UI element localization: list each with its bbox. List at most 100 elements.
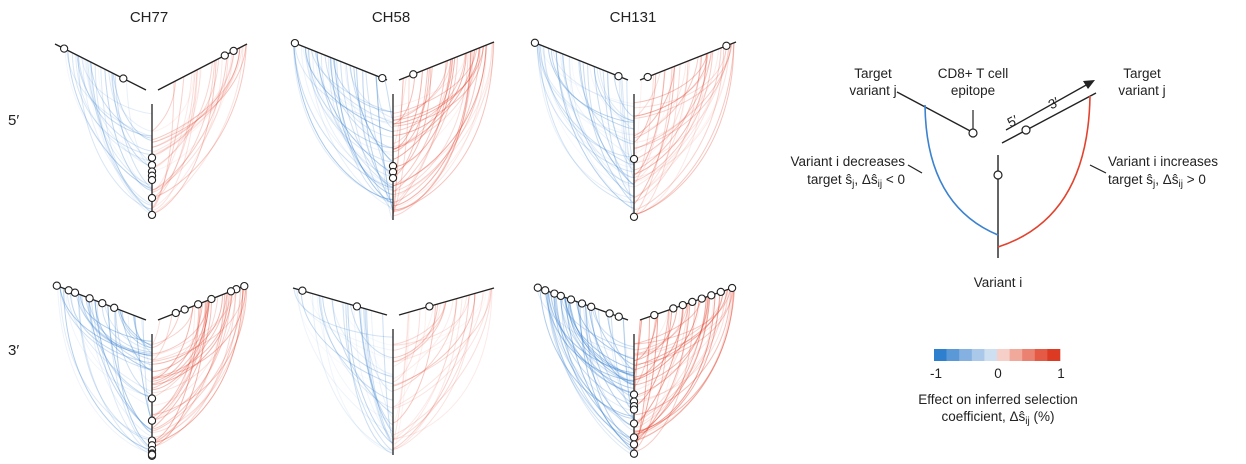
negative-effect-arc bbox=[312, 50, 394, 189]
panel-ch58-5prime bbox=[290, 38, 495, 220]
variant-node bbox=[556, 291, 565, 301]
variant-node bbox=[171, 308, 180, 318]
colorbar-swatch bbox=[997, 349, 1010, 361]
negative-effect-arc bbox=[336, 59, 394, 203]
negative-effect-arc bbox=[296, 289, 394, 434]
positive-effect-arc bbox=[151, 69, 198, 211]
negative-effect-arc bbox=[593, 66, 635, 121]
negative-effect-arc bbox=[330, 298, 394, 375]
negative-effect-arc bbox=[97, 65, 153, 164]
positive-effect-arc bbox=[151, 293, 226, 444]
positive-effect-arc bbox=[151, 56, 223, 209]
variant-node bbox=[669, 304, 678, 313]
positive-effect-arc bbox=[633, 55, 702, 202]
negative-effect-arc bbox=[88, 298, 153, 430]
negative-effect-arc bbox=[375, 75, 394, 211]
variant-node bbox=[147, 450, 157, 459]
variant-node bbox=[98, 299, 107, 308]
variant-node bbox=[629, 433, 639, 442]
positive-effect-arc bbox=[392, 48, 478, 114]
negative-effect-arc bbox=[579, 60, 635, 185]
negative-effect-arc bbox=[362, 70, 394, 204]
negative-effect-arc bbox=[316, 51, 394, 188]
positive-effect-arc bbox=[151, 44, 247, 198]
negative-effect-arc bbox=[59, 286, 153, 356]
negative-effect-arc bbox=[117, 309, 153, 348]
positive-effect-arc bbox=[151, 45, 244, 215]
interaction-arcs bbox=[292, 42, 495, 220]
positive-effect-arc bbox=[633, 289, 728, 367]
variant-node bbox=[629, 419, 639, 428]
negative-effect-arc bbox=[340, 61, 394, 186]
positive-effect-arc bbox=[633, 60, 689, 164]
negative-effect-arc bbox=[576, 301, 635, 378]
positive-effect-arc bbox=[151, 54, 228, 191]
negative-effect-arc bbox=[537, 43, 635, 144]
negative-effect-arc bbox=[584, 304, 635, 385]
negative-effect-arc bbox=[295, 288, 394, 388]
negative-effect-arc bbox=[308, 48, 394, 149]
negative-effect-arc bbox=[349, 304, 394, 359]
positive-effect-arc bbox=[633, 44, 730, 149]
positive-effect-arc bbox=[633, 288, 731, 416]
negative-effect-arc bbox=[550, 49, 635, 130]
negative-effect-arc bbox=[75, 293, 153, 360]
negative-effect-arc bbox=[89, 61, 153, 215]
target-right-line1: Target bbox=[1123, 66, 1161, 81]
positive-effect-arc bbox=[633, 44, 731, 183]
variant-node bbox=[147, 153, 157, 162]
variant-node bbox=[147, 193, 157, 203]
panel-ch77-3prime bbox=[52, 281, 249, 460]
variant-node bbox=[207, 294, 216, 304]
positive-effect-arc bbox=[633, 304, 684, 378]
negative-effect-arc bbox=[602, 69, 635, 197]
variant-node bbox=[220, 51, 229, 60]
right-arm-node bbox=[1021, 125, 1031, 135]
positive-effect-arc bbox=[392, 304, 437, 424]
variant-node bbox=[290, 38, 300, 48]
negative-effect-arc bbox=[577, 302, 635, 427]
interaction-arcs bbox=[64, 44, 247, 215]
positive-effect-arc bbox=[633, 302, 691, 444]
panel-ch131-3prime bbox=[533, 283, 737, 458]
negative-effect-arc bbox=[569, 56, 635, 188]
positive-effect-arc bbox=[392, 309, 421, 383]
positive-effect-arc bbox=[151, 47, 241, 140]
positive-effect-arc bbox=[633, 310, 670, 380]
increase-arc bbox=[997, 95, 1091, 248]
negative-effect-arc bbox=[345, 63, 394, 211]
negative-effect-arc bbox=[384, 79, 394, 120]
negative-effect-arc bbox=[293, 42, 394, 201]
negative-effect-arc bbox=[536, 43, 635, 136]
variant-node bbox=[110, 303, 119, 312]
target-left-line2: variant j bbox=[849, 83, 896, 98]
negative-effect-arc bbox=[545, 290, 635, 427]
positive-effect-arc bbox=[633, 74, 655, 184]
negative-effect-arc bbox=[362, 308, 394, 440]
positive-effect-arc bbox=[633, 292, 721, 435]
positive-effect-arc bbox=[392, 288, 492, 386]
variant-node bbox=[614, 312, 623, 321]
negative-effect-arc bbox=[94, 64, 153, 206]
negative-effect-arc bbox=[120, 310, 153, 372]
interaction-arcs bbox=[57, 285, 248, 454]
negative-effect-arc bbox=[292, 42, 394, 200]
negative-effect-arc bbox=[342, 302, 394, 451]
positive-effect-arc bbox=[633, 292, 721, 404]
variant-node bbox=[409, 70, 418, 79]
negative-effect-arc bbox=[64, 49, 153, 191]
negative-effect-arc bbox=[539, 288, 635, 417]
variant-node bbox=[566, 295, 576, 304]
interaction-arcs bbox=[293, 288, 493, 454]
negative-effect-arc bbox=[540, 44, 635, 188]
variant-node bbox=[614, 72, 623, 81]
negative-effect-arc bbox=[585, 304, 635, 442]
negative-effect-arc bbox=[107, 305, 153, 433]
positive-effect-arc bbox=[392, 312, 410, 444]
positive-effect-arc bbox=[392, 298, 458, 392]
positive-effect-arc bbox=[151, 299, 210, 385]
increases-line1: Variant i increases bbox=[1108, 154, 1218, 169]
positive-effect-arc bbox=[151, 53, 229, 191]
negative-effect-arc bbox=[294, 42, 394, 124]
variant-node bbox=[727, 283, 737, 293]
